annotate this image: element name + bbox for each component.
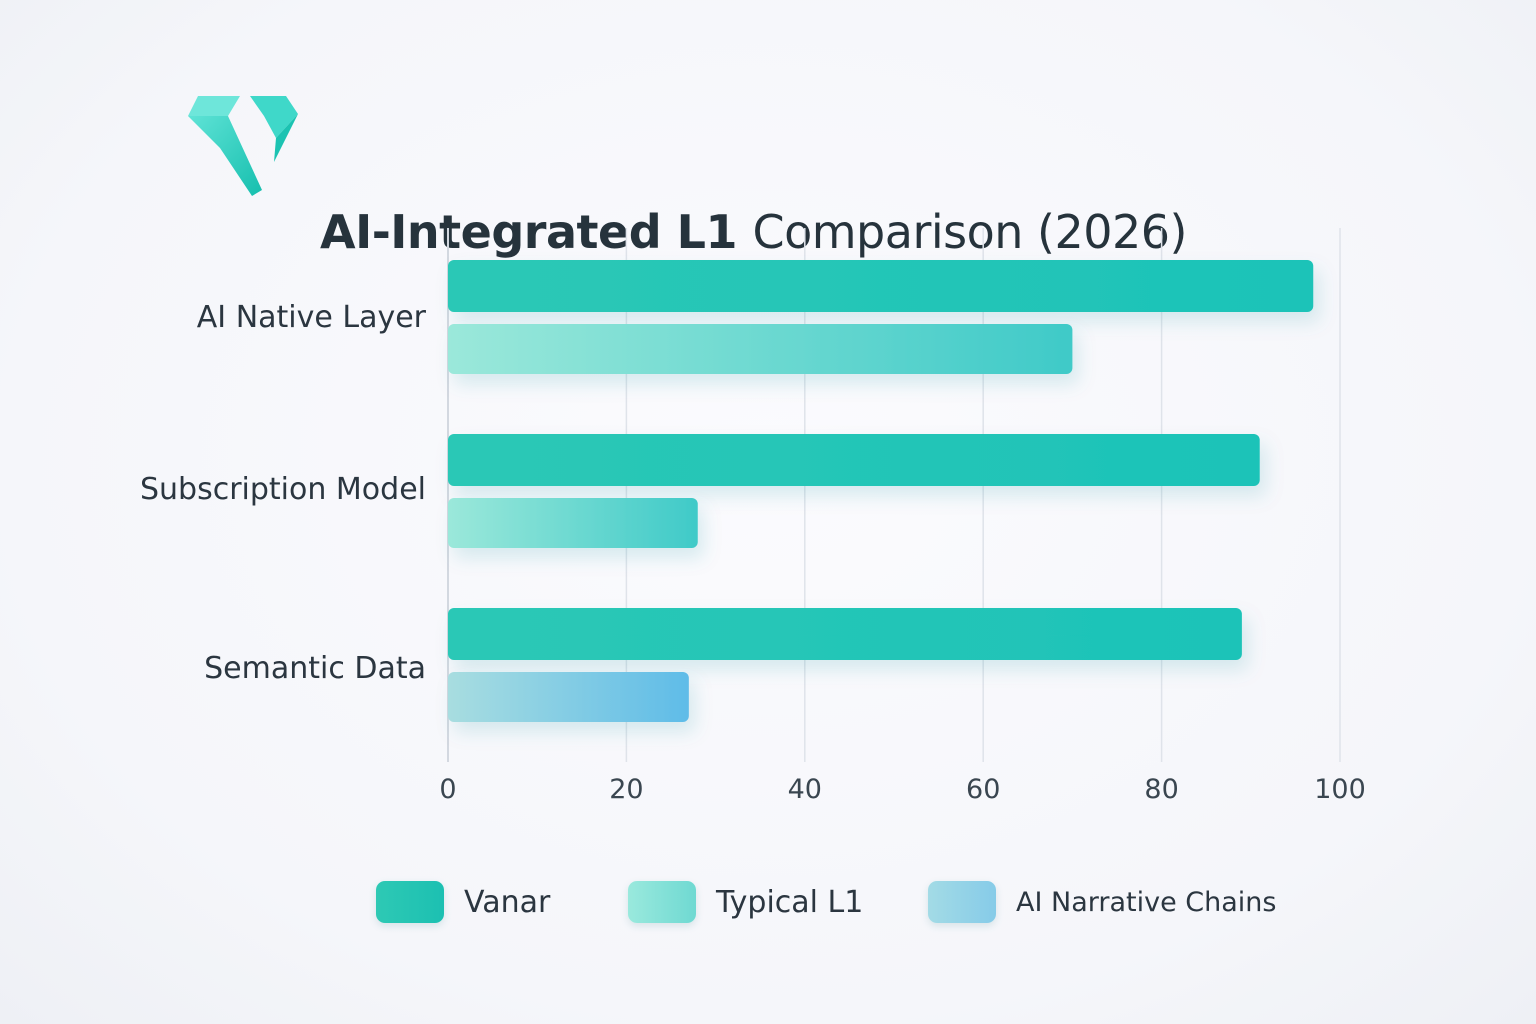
bar-vanar — [448, 434, 1260, 486]
bars — [448, 260, 1314, 722]
bar-typical-l1 — [448, 498, 698, 548]
x-tick-label: 60 — [966, 774, 1000, 805]
bar-vanar — [448, 260, 1314, 312]
category-label: Subscription Model — [140, 472, 426, 507]
legend-label-typical-l1: Typical L1 — [716, 884, 864, 920]
category-label: AI Native Layer — [197, 300, 427, 335]
category-labels: AI Native Layer Subscription Model Semanti… — [140, 300, 427, 686]
chart-title-bold: AI-Integrated L1 — [320, 205, 737, 259]
x-tick-label: 40 — [788, 774, 822, 805]
bar-typical-l1 — [448, 324, 1073, 374]
legend-label-ai-narrative-chains: AI Narrative Chains — [1016, 886, 1277, 918]
chart-title-regular: Comparison (2026) — [752, 205, 1187, 259]
legend-item-vanar: Vanar — [376, 878, 550, 926]
bar-chart: AI Native Layer Subscription Model Semanti… — [140, 228, 1366, 805]
legend-item-ai-narrative-chains: AI Narrative Chains — [928, 878, 1276, 926]
x-tick-label: 0 — [439, 774, 456, 805]
category-label: Semantic Data — [204, 651, 426, 686]
vanar-logo-icon — [188, 96, 298, 196]
bar-vanar — [448, 608, 1242, 660]
legend-label-vanar: Vanar — [464, 884, 551, 920]
x-axis-ticks: 0 20 40 60 80 100 — [439, 774, 1365, 805]
legend-item-typical-l1: Typical L1 — [628, 878, 863, 926]
legend-swatch-ai-narrative-chains — [928, 881, 996, 923]
legend-swatch-vanar — [376, 881, 444, 923]
legend: Vanar Typical L1 AI Narrative Chains — [376, 878, 1376, 926]
x-tick-label: 20 — [609, 774, 643, 805]
bar-ai-narrative-chains — [448, 672, 689, 722]
chart-title: AI-Integrated L1 Comparison (2026) — [320, 204, 1187, 260]
legend-swatch-typical-l1 — [628, 881, 696, 923]
x-tick-label: 80 — [1144, 774, 1178, 805]
x-tick-label: 100 — [1314, 774, 1366, 805]
